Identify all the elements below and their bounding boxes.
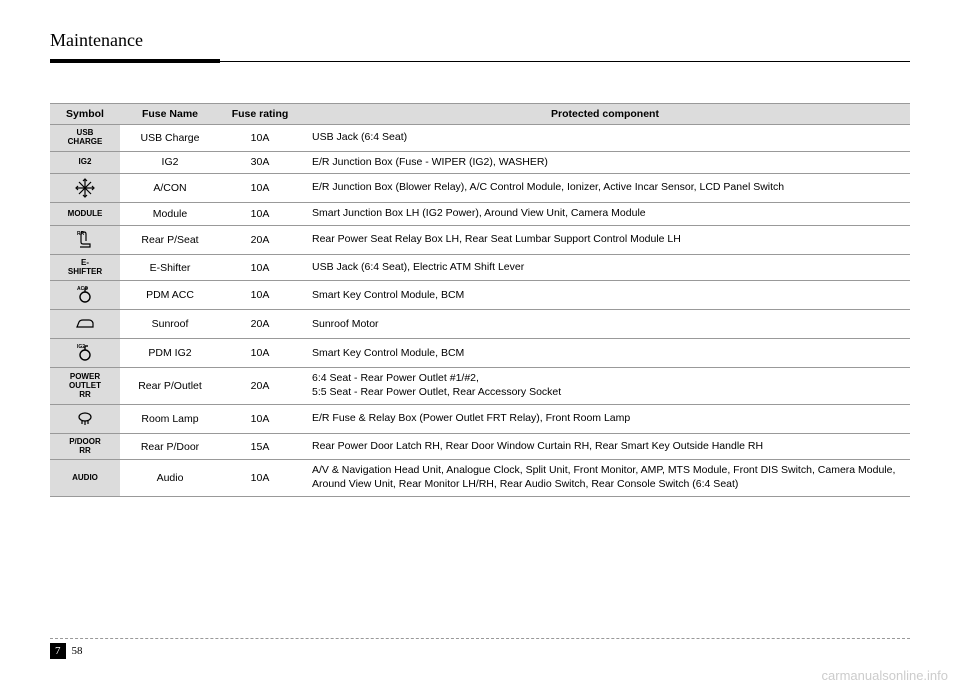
fuse-rating: 10A [220,125,300,152]
symbol-text: POWEROUTLETRR [50,368,120,404]
fuse-name: IG2 [120,151,220,174]
table-row: ACC PDM ACC10ASmart Key Control Module, B… [50,281,910,310]
watermark: carmanualsonline.info [822,668,948,683]
protected-component: E/R Fuse & Relay Box (Power Outlet FRT R… [300,404,910,433]
table-row: E-SHIFTERE-Shifter10AUSB Jack (6:4 Seat)… [50,254,910,281]
fuse-rating: 20A [220,225,300,254]
fuse-rating: 20A [220,368,300,404]
car-profile-icon [50,310,120,339]
fuse-rating: 10A [220,404,300,433]
fuse-name: Sunroof [120,310,220,339]
fuse-name: PDM ACC [120,281,220,310]
fuse-rating: 20A [220,310,300,339]
fuse-rating: 10A [220,339,300,368]
col-fuse-name: Fuse Name [120,104,220,125]
table-row: MODULEModule10ASmart Junction Box LH (IG… [50,203,910,226]
table-row: Sunroof20ASunroof Motor [50,310,910,339]
symbol-text: USBCHARGE [50,125,120,152]
fuse-name: Audio [120,460,220,496]
fuse-name: Rear P/Seat [120,225,220,254]
snowflake-icon [50,174,120,203]
fuse-rating: 15A [220,433,300,460]
protected-component: Sunroof Motor [300,310,910,339]
protected-component: 6:4 Seat - Rear Power Outlet #1/#2,5:5 S… [300,368,910,404]
fuse-table: Symbol Fuse Name Fuse rating Protected c… [50,103,910,497]
symbol-text: IG2 [50,151,120,174]
table-header-row: Symbol Fuse Name Fuse rating Protected c… [50,104,910,125]
fuse-rating: 10A [220,281,300,310]
fuse-name: PDM IG2 [120,339,220,368]
key-ring-icon: IG2 [50,339,120,368]
protected-component: Smart Key Control Module, BCM [300,339,910,368]
col-protected: Protected component [300,104,910,125]
symbol-text: MODULE [50,203,120,226]
page-footer: 7 58 [50,638,910,659]
symbol-text: AUDIO [50,460,120,496]
fuse-name: Rear P/Outlet [120,368,220,404]
table-row: Room Lamp10AE/R Fuse & Relay Box (Power … [50,404,910,433]
col-symbol: Symbol [50,104,120,125]
svg-text:IG2: IG2 [77,344,85,350]
protected-component: Smart Key Control Module, BCM [300,281,910,310]
table-row: AUDIOAudio10AA/V & Navigation Head Unit,… [50,460,910,496]
table-row: IG2IG230AE/R Junction Box (Fuse - WIPER … [50,151,910,174]
fuse-name: Module [120,203,220,226]
protected-component: E/R Junction Box (Blower Relay), A/C Con… [300,174,910,203]
table-row: USBCHARGEUSB Charge10AUSB Jack (6:4 Seat… [50,125,910,152]
fuse-rating: 30A [220,151,300,174]
table-row: P/DOORRRRear P/Door15ARear Power Door La… [50,433,910,460]
protected-component: A/V & Navigation Head Unit, Analogue Clo… [300,460,910,496]
protected-component: E/R Junction Box (Fuse - WIPER (IG2), WA… [300,151,910,174]
fuse-name: E-Shifter [120,254,220,281]
fuse-rating: 10A [220,203,300,226]
fuse-name: USB Charge [120,125,220,152]
key-ring-icon: ACC [50,281,120,310]
page-title: Maintenance [50,30,910,53]
fuse-rating: 10A [220,460,300,496]
fuse-rating: 10A [220,174,300,203]
fuse-name: Rear P/Door [120,433,220,460]
svg-text:ACC: ACC [77,286,88,292]
symbol-text: E-SHIFTER [50,254,120,281]
header-underline [50,59,910,63]
table-row: IG2 PDM IG210ASmart Key Control Module, B… [50,339,910,368]
protected-component: Smart Junction Box LH (IG2 Power), Aroun… [300,203,910,226]
symbol-text: P/DOORRR [50,433,120,460]
table-row: A/CON10AE/R Junction Box (Blower Relay),… [50,174,910,203]
protected-component: USB Jack (6:4 Seat) [300,125,910,152]
protected-component: Rear Power Seat Relay Box LH, Rear Seat … [300,225,910,254]
col-fuse-rating: Fuse rating [220,104,300,125]
page-number: 58 [72,645,83,657]
protected-component: USB Jack (6:4 Seat), Electric ATM Shift … [300,254,910,281]
table-row: RRRear P/Seat20ARear Power Seat Relay Bo… [50,225,910,254]
lamp-icon [50,404,120,433]
fuse-rating: 10A [220,254,300,281]
seat-icon: RR [50,225,120,254]
table-row: POWEROUTLETRRRear P/Outlet20A6:4 Seat - … [50,368,910,404]
chapter-number: 7 [50,643,66,659]
fuse-name: A/CON [120,174,220,203]
protected-component: Rear Power Door Latch RH, Rear Door Wind… [300,433,910,460]
fuse-name: Room Lamp [120,404,220,433]
